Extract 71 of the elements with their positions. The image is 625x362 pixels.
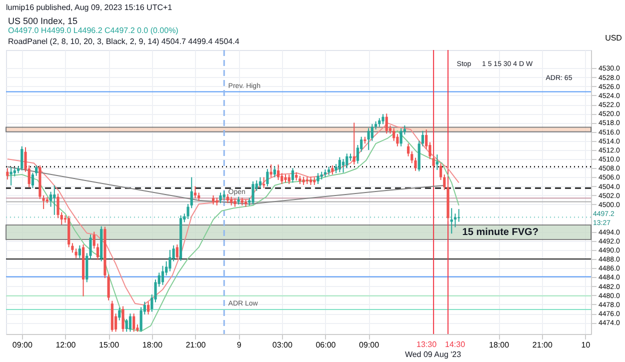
candlestick (370, 124, 374, 142)
candlestick (450, 208, 453, 234)
candlestick (331, 164, 334, 176)
candlestick (382, 114, 384, 125)
x-tick-label: 03:00 (272, 340, 293, 350)
candlestick (168, 249, 172, 272)
band-label: 15 minute FVG? (462, 227, 538, 238)
x-tick-label: 18:00 (142, 340, 163, 350)
text: RoadPanel (2, 8, 10, 20, 3, Black, 2, 9, 14) 4504.7 4499.4 4504.4 (8, 37, 240, 46)
candlestick (454, 213, 457, 228)
candlestick (342, 158, 345, 174)
x-tick-label: 09:00 (359, 340, 380, 350)
x-tick-label: 21:00 (532, 340, 553, 350)
x-tick-label: 06:00 (316, 340, 336, 350)
candlestick (352, 122, 356, 166)
candlestick (78, 244, 81, 259)
candlestick (262, 176, 266, 189)
text: lumip16 published, Aug 09, 2023 15:16 UTC+1 (6, 3, 173, 12)
candlestick (291, 168, 294, 184)
x-tick-label: 18:00 (489, 340, 510, 350)
x-tick-label: 15:00 (99, 340, 120, 350)
x-tick-label: 09:00 (12, 340, 33, 350)
candlestick (276, 164, 280, 180)
chart-title: US 500 Index, 15 (8, 16, 78, 26)
candlestick (400, 128, 402, 147)
candlestick (35, 164, 38, 176)
candlestick (132, 313, 136, 332)
candlestick (385, 113, 388, 134)
candlestick (194, 186, 197, 199)
candlestick (338, 156, 341, 173)
x-tick-label: 21:00 (186, 340, 206, 350)
candlestick (6, 168, 9, 180)
line-series (6, 166, 445, 205)
candlestick (53, 184, 56, 216)
candlestick (406, 143, 410, 157)
candlestick (316, 172, 320, 185)
x-tick-label: 12:00 (56, 340, 76, 350)
candlestick (20, 146, 24, 171)
x-tick-label: 10 (581, 340, 591, 350)
candlestick (31, 172, 34, 189)
candlestick (346, 153, 348, 169)
candlestick (288, 174, 290, 185)
text: Wed 09 Aug '23 (404, 350, 462, 359)
candlestick (273, 166, 276, 178)
candlestick (212, 194, 215, 205)
candlestick (432, 154, 435, 170)
candlestick (161, 265, 164, 286)
candlestick (146, 301, 150, 315)
y-axis-title: USD (605, 34, 622, 42)
candlestick (125, 318, 128, 332)
candlestick (128, 313, 132, 332)
candlestick (266, 168, 269, 187)
candlestick (458, 208, 460, 222)
line-series (6, 130, 460, 332)
candlestick (367, 128, 370, 150)
candlestick (49, 191, 52, 208)
candlestick (258, 176, 262, 189)
candlestick (252, 180, 254, 205)
ref-line-label: 13:30 (416, 340, 438, 349)
ref-line-label: 14:30 (445, 340, 466, 349)
candlestick (226, 194, 230, 204)
candlestick (118, 307, 121, 321)
candlestick (107, 274, 110, 301)
candlestick (392, 128, 396, 142)
candlestick (122, 306, 124, 332)
x-tick-label: 9 (236, 340, 242, 350)
candlestick (42, 194, 45, 210)
candlestick (176, 244, 178, 260)
candlestick (219, 192, 222, 204)
candlestick (74, 248, 78, 259)
chart-subtitle: O4497.0 H4499.0 L4496.2 C4497.2 0.0 (0.00%) (8, 26, 179, 35)
